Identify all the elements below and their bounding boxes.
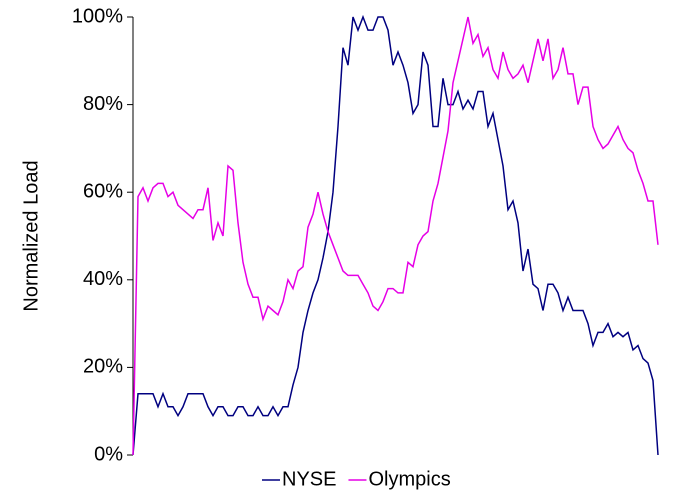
legend-label: NYSE	[282, 468, 336, 490]
y-tick-label: 20%	[83, 356, 123, 378]
series-line	[132, 16, 659, 456]
y-tick-label: 60%	[83, 180, 123, 202]
y-axis-label: Normalized Load	[20, 160, 42, 311]
legend-label: Olympics	[368, 468, 450, 490]
y-tick-label: 40%	[83, 268, 123, 290]
series-line	[132, 14, 659, 456]
y-tick-label: 100%	[72, 5, 123, 27]
y-tick-label: 80%	[83, 93, 123, 115]
y-tick-label: 0%	[94, 443, 123, 465]
